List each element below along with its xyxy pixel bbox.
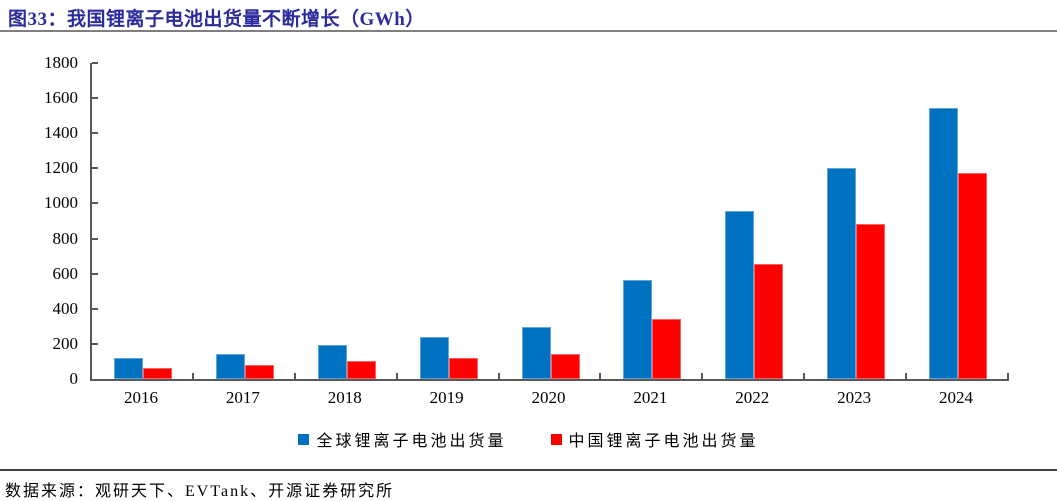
bar-global — [521, 327, 551, 379]
x-axis-tick — [497, 373, 500, 379]
y-axis-tick — [92, 202, 98, 205]
bar-global — [725, 211, 755, 379]
y-axis-tick — [92, 167, 98, 170]
y-axis-tick — [92, 132, 98, 135]
bar-global — [827, 168, 857, 379]
source-note: 数据来源：观研天下、EVTank、开源证券研究所 — [5, 483, 395, 500]
source-divider-line — [0, 469, 1057, 471]
x-axis-label: 2017 — [225, 388, 260, 407]
y-axis-tick — [92, 307, 98, 310]
x-axis-tick — [1007, 373, 1009, 379]
bar-china — [346, 361, 376, 379]
y-axis-label: 600 — [52, 263, 79, 283]
bar-china — [754, 264, 784, 379]
bar-global — [419, 336, 449, 379]
legend: 全球锂离子电池出货量 中国锂离子电池出货量 — [0, 427, 1057, 451]
x-axis-label: 2022 — [735, 388, 770, 407]
bar-china — [550, 354, 580, 379]
y-axis-label: 1200 — [44, 158, 78, 178]
y-axis-label: 1600 — [44, 88, 78, 108]
bar-china — [143, 367, 172, 379]
y-axis-tick — [92, 342, 98, 345]
bar-global — [215, 353, 245, 379]
x-axis-tick — [701, 373, 704, 379]
bar-china — [244, 364, 274, 379]
y-axis-label: 1000 — [44, 193, 78, 213]
x-axis-tick — [395, 373, 398, 379]
y-axis-tick — [92, 237, 98, 240]
x-axis-tick — [191, 373, 194, 379]
legend-label-china: 中国锂离子电池出货量 — [568, 433, 759, 450]
bar-china — [448, 358, 478, 379]
bar-china — [958, 172, 988, 379]
legend-item-global: 全球锂离子电池出货量 — [298, 427, 506, 451]
x-axis-tick — [803, 373, 806, 379]
bar-china — [856, 223, 886, 379]
y-axis-label: 800 — [52, 228, 79, 248]
bar-global — [317, 344, 347, 379]
y-axis-tick — [92, 62, 98, 64]
bar-global — [623, 279, 653, 379]
bar-china — [652, 319, 682, 379]
y-axis-label: 200 — [52, 333, 79, 353]
x-axis-label: 2020 — [531, 388, 566, 407]
bar-global — [929, 107, 959, 379]
legend-item-china: 中国锂离子电池出货量 — [550, 427, 759, 451]
x-axis-tick — [599, 373, 602, 379]
x-axis-tick — [293, 373, 296, 379]
y-axis-label: 1800 — [44, 53, 78, 72]
x-axis-label: 2024 — [939, 388, 974, 407]
legend-swatch-global-icon — [298, 433, 310, 445]
x-axis-label: 2021 — [633, 388, 668, 407]
title-divider-line — [0, 30, 1057, 32]
legend-label-global: 全球锂离子电池出货量 — [316, 433, 507, 450]
bar-global — [114, 357, 143, 379]
x-axis-label: 2023 — [837, 388, 872, 407]
y-axis-tick — [92, 272, 98, 275]
y-axis-label: 1400 — [44, 123, 78, 143]
chart-title: 图33：我国锂离子电池出货量不断增长（GWh） — [8, 9, 425, 30]
y-axis-label: 0 — [69, 369, 79, 388]
x-axis-label: 2018 — [327, 388, 362, 407]
plot-area — [90, 62, 1009, 381]
x-axis-label: 2019 — [429, 388, 464, 407]
y-axis-tick — [92, 97, 98, 100]
legend-swatch-china-icon — [550, 433, 562, 445]
x-axis-tick — [905, 373, 908, 379]
y-axis-label: 400 — [52, 298, 79, 318]
x-axis-label: 2016 — [123, 388, 158, 407]
